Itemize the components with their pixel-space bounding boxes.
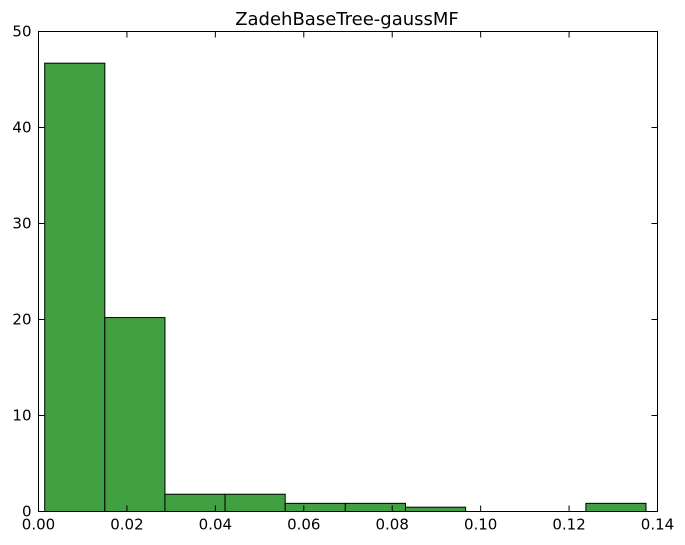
histogram-bar xyxy=(224,493,286,513)
x-tick-label: 0.02 xyxy=(110,516,143,534)
y-tick-label: 40 xyxy=(12,119,31,137)
x-tick-label: 0.12 xyxy=(552,516,585,534)
x-tick-label: 0.00 xyxy=(22,516,55,534)
plot-frame xyxy=(38,31,658,512)
histogram-bar xyxy=(104,317,166,512)
histogram-bar xyxy=(404,506,467,512)
y-tick-label: 50 xyxy=(12,23,31,41)
histogram-bar xyxy=(284,502,346,512)
x-tick-label: 0.10 xyxy=(464,516,497,534)
x-tick-label: 0.14 xyxy=(641,516,674,534)
histogram-bar xyxy=(44,62,106,513)
histogram-bar xyxy=(585,502,647,512)
axes-group: 0.00 0.02 0.04 0.06 0.08 0.10 0.12 0.14 0 10 20 30 4… xyxy=(12,23,674,534)
histogram-bar xyxy=(164,493,226,513)
y-tick-label: 0 xyxy=(22,503,32,521)
x-tick-label: 0.04 xyxy=(199,516,232,534)
y-tick-label: 30 xyxy=(12,215,31,233)
x-tick-label: 0.06 xyxy=(287,516,320,534)
histogram-bar xyxy=(344,502,406,512)
y-tick-label: 20 xyxy=(12,311,31,329)
chart-title: ZadehBaseTree-gaussMF xyxy=(235,9,459,30)
bars-group xyxy=(44,62,647,513)
x-tick-label: 0.08 xyxy=(376,516,409,534)
y-tick-label: 10 xyxy=(12,407,31,425)
